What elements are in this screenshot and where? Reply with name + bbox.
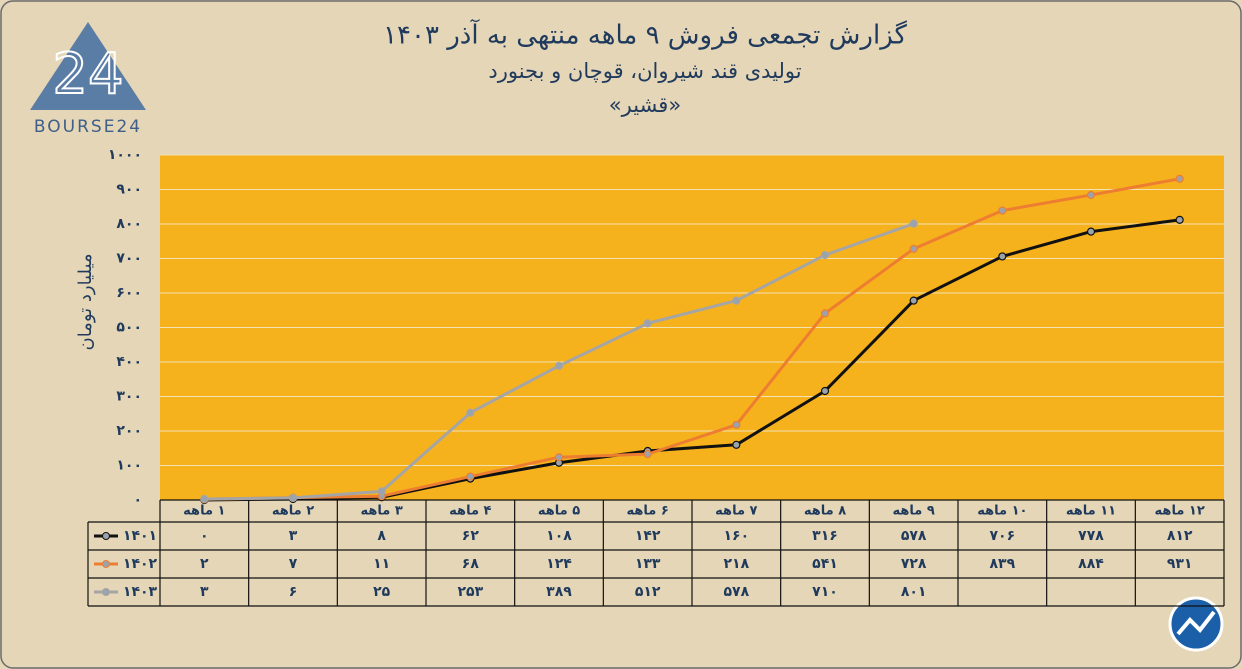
table-value: ۷۷۸ xyxy=(1078,528,1104,544)
table-value: ۵۴۱ xyxy=(812,556,838,572)
table-value: ۱۱ xyxy=(373,556,390,572)
y-tick-label: ۱۰۰ xyxy=(116,458,142,474)
marker xyxy=(466,472,475,481)
table-value: ۲۵۳ xyxy=(458,584,484,600)
table-value: ۸۰۱ xyxy=(901,584,927,600)
y-tick-label: ۲۰۰ xyxy=(116,423,142,439)
brand: BOURSE24 xyxy=(34,117,142,137)
x-tick-label: ۱۲ ماهه xyxy=(1155,504,1205,519)
corner-icon xyxy=(1168,596,1224,652)
marker xyxy=(1175,215,1184,224)
table-value: ۲ xyxy=(200,556,209,572)
table-value: ۰ xyxy=(200,528,209,544)
legend-marker xyxy=(102,532,110,540)
legend-marker xyxy=(102,560,110,568)
marker xyxy=(732,420,741,429)
marker xyxy=(998,206,1007,215)
marker xyxy=(998,252,1007,261)
table-value: ۱۶۰ xyxy=(724,528,750,544)
table-value: ۱۲۴ xyxy=(546,556,572,572)
legend-label: ۱۴۰۳ xyxy=(123,584,158,600)
marker xyxy=(1086,190,1096,200)
y-tick-label: ۳۰۰ xyxy=(116,389,142,405)
y-tick-label: ۱۰۰۰ xyxy=(108,147,142,163)
chart-title: گزارش تجمعی فروش ۹ ماهه منتهی به آذر ۱۴۰… xyxy=(383,19,907,51)
table-value: ۶۸ xyxy=(462,556,480,572)
logo: 24 BOURSE24 xyxy=(30,22,146,137)
y-axis-label: میلیارد تومان xyxy=(75,253,96,350)
y-tick-label: ۴۰۰ xyxy=(116,354,142,370)
table-value: ۲۵ xyxy=(373,584,391,600)
legend-label: ۱۴۰۱ xyxy=(123,528,157,544)
table-value: ۳ xyxy=(289,528,298,544)
x-tick-label: ۱۱ ماهه xyxy=(1066,504,1116,519)
marker xyxy=(732,296,741,305)
marker xyxy=(643,319,652,328)
table-value: ۹۳۱ xyxy=(1167,556,1193,572)
x-tick-label: ۶ ماهه xyxy=(627,504,669,519)
table-value: ۸ xyxy=(377,528,386,544)
chart-subtitle: تولیدی قند شیروان، قوچان و بجنورد xyxy=(488,59,801,83)
marker xyxy=(732,440,741,449)
marker xyxy=(909,296,918,305)
table-value: ۷ xyxy=(289,556,298,572)
x-tick-label: ۳ ماهه xyxy=(361,504,403,519)
icon-arrow xyxy=(1176,610,1216,636)
marker xyxy=(1175,174,1184,183)
table-value: ۳۱۶ xyxy=(812,528,838,544)
marker xyxy=(820,309,830,318)
table-value: ۱۳۳ xyxy=(635,556,661,572)
marker xyxy=(820,250,830,260)
marker xyxy=(909,219,918,228)
table-value: ۳ xyxy=(200,584,209,600)
y-tick-label: ۶۰۰ xyxy=(116,285,142,301)
table-value: ۳۸۹ xyxy=(546,584,572,600)
marker xyxy=(200,494,209,504)
x-tick-label: ۵ ماهه xyxy=(538,504,580,519)
legend-label: ۱۴۰۲ xyxy=(123,556,158,572)
x-tick-label: ۹ ماهه xyxy=(893,504,935,519)
table-value: ۱۰۸ xyxy=(546,528,572,544)
y-tick-label: ۵۰۰ xyxy=(116,320,142,336)
table-value: ۲۱۸ xyxy=(724,556,750,572)
x-tick-label: ۸ ماهه xyxy=(804,504,846,519)
x-tick-label: ۱۰ ماهه xyxy=(977,504,1027,519)
marker xyxy=(288,493,298,503)
y-tick-label: ۸۰۰ xyxy=(116,216,142,232)
table-value: ۷۰۶ xyxy=(990,528,1016,544)
y-tick-label: ۰ xyxy=(133,492,142,508)
table-value: ۷۱۰ xyxy=(812,584,838,600)
marker xyxy=(1086,227,1096,236)
marker xyxy=(377,487,386,496)
series-line xyxy=(204,177,1180,501)
company: «قشیر» xyxy=(609,93,681,117)
table-value: ۵۷۸ xyxy=(724,584,750,600)
x-tick-label: ۲ ماهه xyxy=(272,504,314,519)
y-tick-label: ۷۰۰ xyxy=(116,251,142,267)
table-value: ۱۴۲ xyxy=(635,528,661,544)
legend-marker xyxy=(102,588,110,596)
logo-mark: 24 xyxy=(52,42,123,107)
table-value: ۸۳۹ xyxy=(990,556,1016,572)
y-tick-label: ۹۰۰ xyxy=(116,182,142,198)
table-value: ۵۷۸ xyxy=(901,528,927,544)
x-tick-label: ۴ ماهه xyxy=(449,504,491,519)
table-value: ۶۲ xyxy=(462,528,480,544)
x-tick-label: ۷ ماهه xyxy=(715,504,757,519)
table-value: ۸۱۲ xyxy=(1167,528,1193,544)
marker xyxy=(554,453,564,462)
table-value: ۵۱۲ xyxy=(635,584,661,600)
logo-triangle xyxy=(30,22,146,110)
marker xyxy=(820,386,830,396)
x-tick-label: ۱ ماهه xyxy=(183,504,225,519)
table-value: ۶ xyxy=(289,584,298,600)
table-value: ۸۸۴ xyxy=(1078,556,1104,572)
marker xyxy=(466,408,475,417)
table-value: ۷۲۸ xyxy=(901,556,927,572)
marker xyxy=(554,361,564,370)
marker xyxy=(643,450,652,459)
marker xyxy=(909,244,918,253)
